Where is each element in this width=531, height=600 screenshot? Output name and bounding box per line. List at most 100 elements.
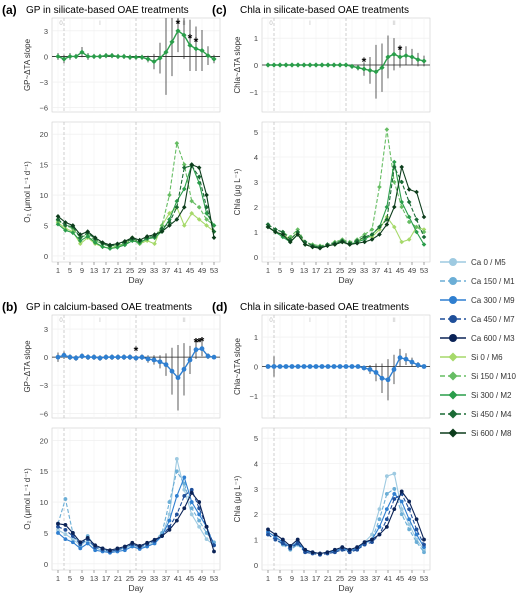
conc-y-tick-label: 4 bbox=[254, 460, 258, 469]
series-point bbox=[265, 224, 271, 230]
series-point bbox=[196, 204, 202, 210]
slope-y-tick-label: −6 bbox=[39, 104, 48, 113]
slope-point bbox=[367, 367, 373, 372]
series-point bbox=[189, 500, 194, 504]
series-point bbox=[414, 517, 419, 522]
series-point bbox=[339, 239, 345, 245]
slope-point bbox=[289, 62, 295, 68]
phase-label: I bbox=[309, 318, 311, 324]
series-point bbox=[211, 223, 217, 228]
series-point bbox=[160, 534, 164, 538]
series-point bbox=[407, 517, 412, 522]
series-point bbox=[189, 512, 194, 517]
slope-point bbox=[169, 368, 175, 374]
conc-y-tick-label: 15 bbox=[40, 161, 48, 170]
series-point bbox=[122, 239, 128, 244]
slope-point bbox=[397, 54, 403, 60]
x-tick-label: 45 bbox=[186, 266, 194, 275]
series-point bbox=[189, 198, 195, 204]
series-point bbox=[78, 540, 83, 545]
series-point bbox=[107, 242, 113, 248]
slope-point bbox=[157, 359, 163, 365]
x-tick-label: 9 bbox=[80, 574, 84, 583]
x-tick-label: 45 bbox=[396, 266, 404, 275]
panel-label: (b) bbox=[2, 300, 17, 314]
series-point bbox=[63, 527, 68, 532]
phase-label: I bbox=[99, 318, 101, 324]
series-point bbox=[370, 537, 374, 542]
legend-label: Ca 450 / M7 bbox=[471, 315, 515, 324]
series-point bbox=[392, 471, 397, 476]
series-point bbox=[355, 545, 360, 550]
x-tick-label: 17 bbox=[102, 266, 110, 275]
slope-point bbox=[79, 49, 85, 55]
series-point bbox=[167, 518, 172, 523]
legend-label: Si 150 / M10 bbox=[471, 372, 516, 381]
series-point bbox=[377, 507, 382, 512]
series-point bbox=[70, 230, 76, 236]
series-point bbox=[414, 189, 419, 195]
x-tick-label: 29 bbox=[138, 574, 146, 583]
series-point bbox=[100, 244, 105, 250]
series-point bbox=[55, 221, 61, 227]
series-point bbox=[384, 474, 389, 479]
series-line bbox=[57, 162, 215, 250]
series-point bbox=[325, 550, 330, 555]
series-point bbox=[189, 162, 195, 167]
slope-point bbox=[181, 32, 187, 38]
x-tick-label: 49 bbox=[198, 266, 206, 275]
slope-y-tick-label: 0 bbox=[254, 363, 258, 372]
series-point bbox=[63, 532, 68, 537]
legend-label: Si 450 / M4 bbox=[471, 410, 512, 419]
slope-point bbox=[415, 362, 421, 368]
series-point bbox=[197, 524, 202, 529]
slope-point bbox=[163, 49, 169, 55]
slope-y-axis-label: GP~ΔTA slope bbox=[23, 340, 32, 393]
slope-point bbox=[97, 355, 103, 361]
series-point bbox=[295, 232, 301, 237]
slope-y-tick-label: −6 bbox=[39, 409, 48, 418]
x-tick-label: 33 bbox=[150, 574, 158, 583]
series-point bbox=[362, 237, 367, 242]
slope-point bbox=[421, 58, 427, 64]
x-tick-label: 1 bbox=[56, 266, 60, 275]
series-point bbox=[56, 527, 60, 532]
slope-point bbox=[79, 353, 85, 359]
slope-point bbox=[139, 354, 145, 360]
conc-y-tick-label: 1 bbox=[254, 228, 258, 237]
slope-y-tick-label: −3 bbox=[39, 78, 48, 87]
slope-point bbox=[373, 69, 379, 75]
slope-point bbox=[109, 354, 115, 360]
series-point bbox=[406, 219, 412, 225]
slope-point bbox=[271, 364, 277, 369]
slope-point bbox=[211, 354, 217, 360]
significance-star: * bbox=[176, 17, 181, 31]
series-point bbox=[181, 223, 187, 228]
series-point bbox=[399, 179, 405, 185]
series-point bbox=[115, 245, 120, 250]
series-point bbox=[189, 211, 195, 216]
series-point bbox=[362, 239, 367, 245]
series-point bbox=[303, 547, 308, 552]
series-point bbox=[167, 217, 172, 222]
slope-point bbox=[187, 357, 193, 363]
conc-y-tick-label: 15 bbox=[40, 467, 48, 476]
slope-point bbox=[385, 377, 391, 383]
series-point bbox=[197, 512, 202, 517]
series-point bbox=[174, 217, 180, 222]
series-point bbox=[93, 548, 98, 553]
series-point bbox=[317, 245, 323, 251]
slope-point bbox=[91, 354, 97, 360]
legend-marker bbox=[448, 390, 458, 400]
x-tick-label: 17 bbox=[102, 574, 110, 583]
x-tick-label: 41 bbox=[174, 574, 182, 583]
panel-label: (c) bbox=[212, 3, 227, 17]
series-point bbox=[384, 127, 390, 132]
slope-point bbox=[109, 53, 115, 59]
series-point bbox=[181, 186, 187, 192]
slope-point bbox=[145, 56, 151, 62]
slope-point bbox=[301, 62, 307, 68]
series-point bbox=[159, 229, 165, 234]
slope-point bbox=[313, 62, 319, 68]
series-point bbox=[145, 540, 150, 545]
